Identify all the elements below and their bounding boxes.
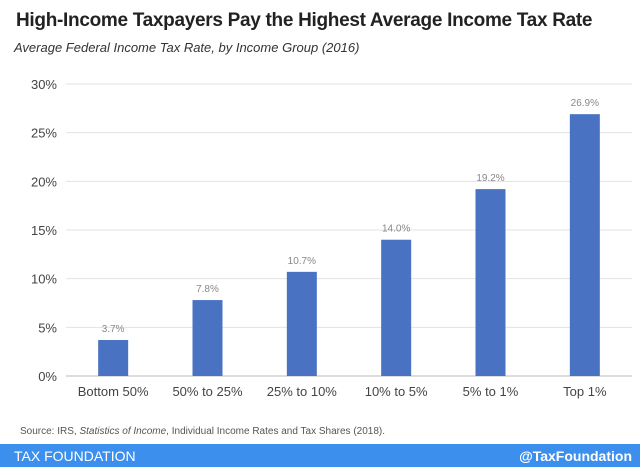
x-tick-label: 50% to 25% [172, 384, 243, 399]
source-note: Source: IRS, Statistics of Income, Indiv… [20, 426, 385, 437]
data-label: 26.9% [571, 98, 599, 109]
footer-handle: @TaxFoundation [519, 448, 632, 464]
bar [381, 239, 412, 376]
data-label: 7.8% [196, 284, 219, 295]
source-suffix: , Individual Income Rates and Tax Shares… [166, 426, 385, 437]
bar [475, 189, 506, 376]
y-tick-label: 20% [31, 174, 57, 189]
y-tick-label: 5% [38, 320, 57, 335]
bar [98, 339, 129, 376]
y-tick-label: 15% [31, 223, 57, 238]
footer-brand: TAX FOUNDATION [14, 448, 136, 464]
data-label: 19.2% [476, 173, 504, 184]
x-tick-label: 25% to 10% [267, 384, 338, 399]
x-tick-label: Top 1% [563, 384, 607, 399]
bar [192, 300, 223, 376]
y-tick-label: 0% [38, 369, 57, 384]
data-label: 3.7% [102, 324, 125, 335]
source-italic: Statistics of Income [79, 426, 167, 437]
bar-chart: 0% 5% 10% 15% 20% 25% 30% 3.7% Bottom 50% 7.8% 50… [31, 77, 632, 399]
bar [286, 271, 317, 376]
data-label: 14.0% [382, 224, 410, 235]
chart-subtitle: Average Federal Income Tax Rate, by Inco… [14, 40, 360, 55]
chart-title: High-Income Taxpayers Pay the Highest Av… [16, 10, 593, 31]
source-prefix: Source: IRS, [20, 426, 80, 437]
x-tick-label: 5% to 1% [463, 384, 519, 399]
data-label: 10.7% [288, 256, 316, 267]
bar [569, 114, 600, 376]
y-tick-label: 25% [31, 126, 57, 141]
y-tick-label: 10% [31, 272, 57, 287]
x-tick-label: 10% to 5% [365, 384, 428, 399]
y-tick-label: 30% [31, 77, 57, 92]
footer-bar: TAX FOUNDATION @TaxFoundation [0, 444, 640, 467]
x-tick-label: Bottom 50% [78, 384, 149, 399]
